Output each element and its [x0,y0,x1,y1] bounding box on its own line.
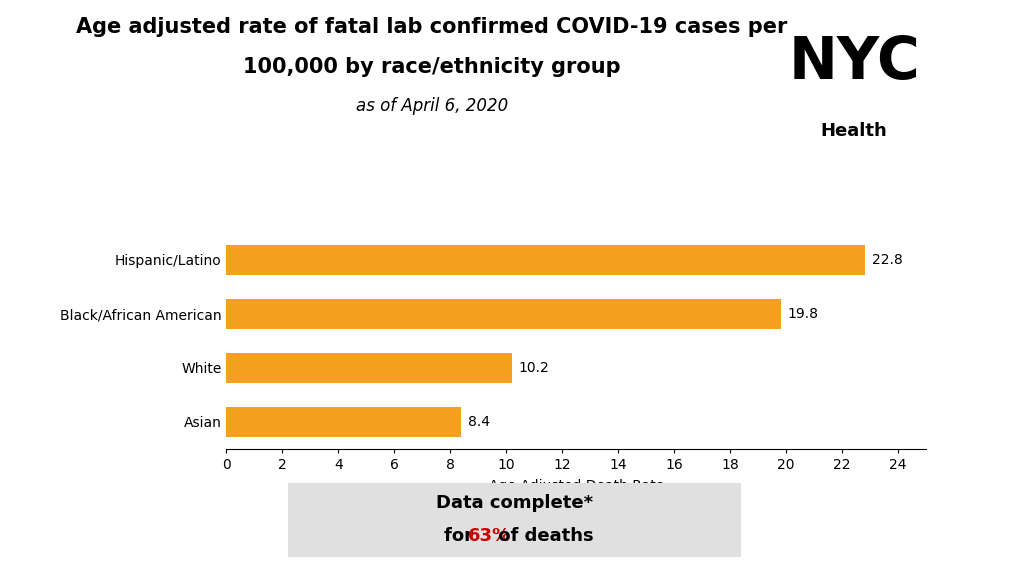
Text: as of April 6, 2020: as of April 6, 2020 [356,97,508,115]
Text: 100,000 by race/ethnicity group: 100,000 by race/ethnicity group [244,57,620,77]
Bar [226,299,781,329]
X-axis label: Age-Adjusted Death Rate: Age-Adjusted Death Rate [489,479,664,492]
Text: for: for [443,527,478,545]
Text: 63%: 63% [468,527,511,545]
Text: 8.4: 8.4 [468,415,491,429]
Text: of deaths: of deaths [493,527,594,545]
Bar [226,353,511,383]
Text: NYC: NYC [788,34,920,91]
Bar [226,245,864,275]
Text: Age adjusted rate of fatal lab confirmed COVID-19 cases per: Age adjusted rate of fatal lab confirmed… [76,17,788,37]
Text: 22.8: 22.8 [872,253,902,267]
Bar [226,407,461,437]
Text: Data complete*: Data complete* [436,495,593,512]
Text: 19.8: 19.8 [787,307,818,321]
Text: 10.2: 10.2 [519,361,549,375]
Text: Health: Health [821,122,887,140]
